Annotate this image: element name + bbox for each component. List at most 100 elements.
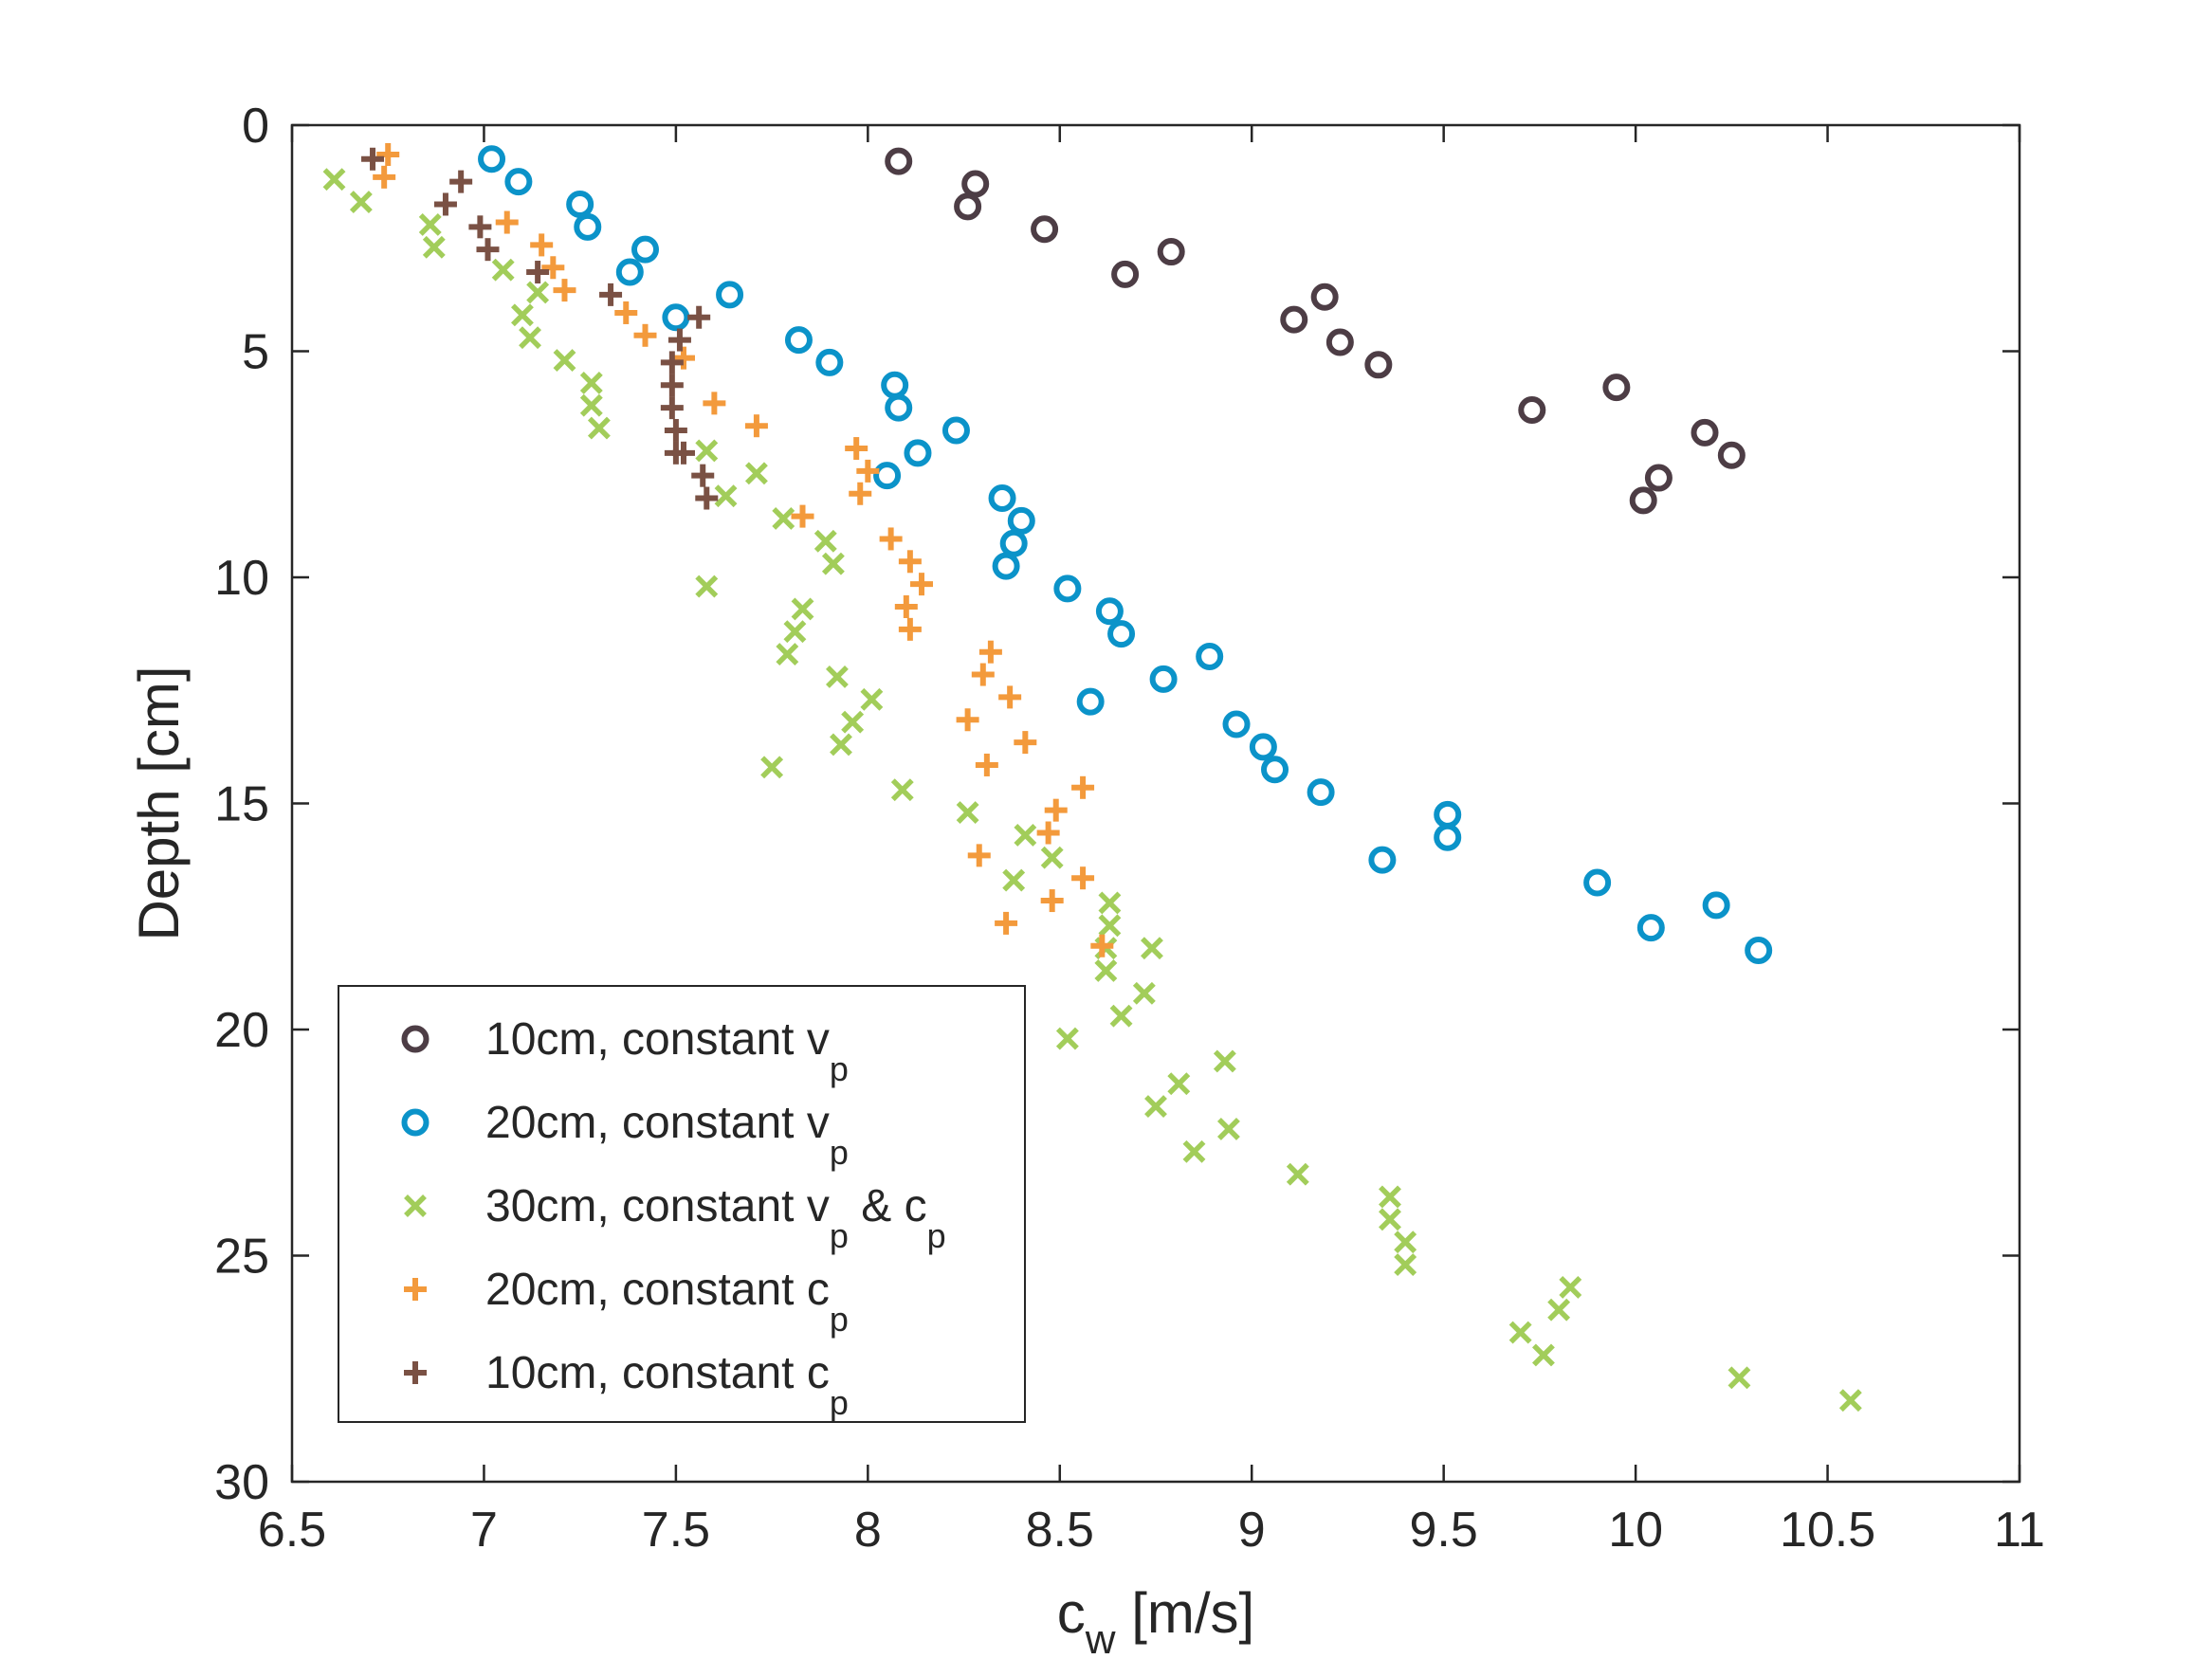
legend-marker (401, 1108, 430, 1137)
data-point (510, 303, 534, 327)
data-point (1040, 889, 1064, 913)
marker-stroke (422, 235, 446, 259)
marker-stroke (1002, 868, 1026, 892)
marker-stroke (1141, 937, 1163, 960)
marker-stroke (579, 371, 603, 394)
data-point (1031, 215, 1059, 244)
data-point (667, 328, 691, 352)
y-tick-label: 10 (214, 551, 269, 606)
marker-stroke (1508, 1321, 1532, 1344)
data-point (1094, 959, 1118, 982)
data-point (956, 801, 979, 824)
data-point (873, 462, 902, 490)
marker-stroke (825, 665, 849, 688)
data-point (1325, 328, 1354, 356)
data-point (783, 620, 807, 644)
legend-entry: 30cm, constant vp & cp (485, 1181, 946, 1255)
data-point (660, 396, 684, 420)
data-point (664, 418, 687, 442)
data-point (530, 233, 554, 257)
marker-stroke (695, 439, 719, 463)
data-point (825, 665, 849, 688)
marker-stroke (1286, 1162, 1309, 1186)
series-5 (361, 147, 719, 510)
x-tick-label: 8 (854, 1503, 882, 1558)
data-point (1071, 866, 1095, 890)
data-point (1261, 756, 1289, 784)
marker-stroke (1838, 1389, 1862, 1413)
data-point (695, 574, 719, 598)
data-point (633, 323, 657, 347)
data-point (910, 573, 934, 596)
marker-stroke (418, 212, 442, 236)
legend-box (338, 985, 1026, 1423)
data-point (1838, 1389, 1862, 1413)
data-point (695, 439, 719, 463)
data-point (1071, 775, 1095, 799)
data-point (541, 256, 565, 280)
data-point (418, 212, 442, 236)
data-point (1149, 665, 1178, 693)
data-point (1728, 1366, 1751, 1390)
marker-stroke (714, 484, 738, 508)
data-point (1364, 351, 1393, 379)
data-point (1182, 1139, 1206, 1163)
x-tick-label: 7.5 (642, 1503, 710, 1558)
marker-stroke (814, 529, 837, 553)
marker-stroke (890, 778, 914, 802)
legend-marker (404, 1361, 427, 1384)
data-point (1167, 1072, 1191, 1096)
data-point (504, 168, 533, 196)
data-point (468, 215, 492, 239)
marker-stroke (510, 303, 534, 327)
marker-stroke (1216, 1117, 1240, 1140)
marker-stroke (1182, 1139, 1206, 1163)
data-point (599, 283, 623, 306)
marker-stroke (1094, 959, 1118, 982)
legend-marker (404, 1194, 427, 1217)
data-point (1095, 597, 1124, 626)
data-point (671, 441, 695, 465)
data-point (495, 210, 519, 234)
x-tick-label: 9.5 (1410, 1503, 1478, 1558)
data-point (1076, 687, 1105, 716)
data-point (988, 484, 1016, 513)
data-point (1002, 868, 1026, 892)
data-point (1157, 238, 1185, 266)
marker-stroke (821, 552, 845, 575)
data-point (574, 212, 602, 241)
data-point (1141, 937, 1163, 960)
data-point (1098, 891, 1122, 915)
series-layer (322, 143, 1862, 1413)
data-point (1717, 441, 1746, 469)
data-point (1531, 1343, 1555, 1367)
data-point (1007, 506, 1035, 535)
data-point (1216, 1117, 1240, 1140)
data-point (1508, 1321, 1532, 1344)
data-point (1053, 574, 1082, 603)
marker-stroke (349, 191, 373, 214)
data-point (491, 258, 515, 282)
legend-entry: 20cm, constant vp (485, 1098, 849, 1172)
marker-stroke (579, 393, 603, 417)
data-point (890, 778, 914, 802)
data-point (553, 279, 576, 302)
data-point (971, 663, 995, 686)
data-point (553, 349, 576, 372)
data-point (1111, 260, 1140, 288)
data-point (1745, 937, 1773, 965)
data-point (1132, 981, 1156, 1005)
x-tick-label: 9 (1238, 1503, 1266, 1558)
data-point (1014, 823, 1037, 847)
data-point (695, 486, 719, 510)
legend-marker (404, 1278, 427, 1301)
data-point (879, 527, 903, 551)
data-point (478, 145, 506, 173)
axis-titles: cw [m/s] Depth [cm] (127, 665, 1254, 1659)
data-point (1107, 620, 1136, 648)
data-point (821, 552, 845, 575)
data-point (894, 595, 918, 619)
marker-stroke (956, 801, 979, 824)
data-point (1090, 934, 1114, 957)
data-point (856, 459, 880, 483)
